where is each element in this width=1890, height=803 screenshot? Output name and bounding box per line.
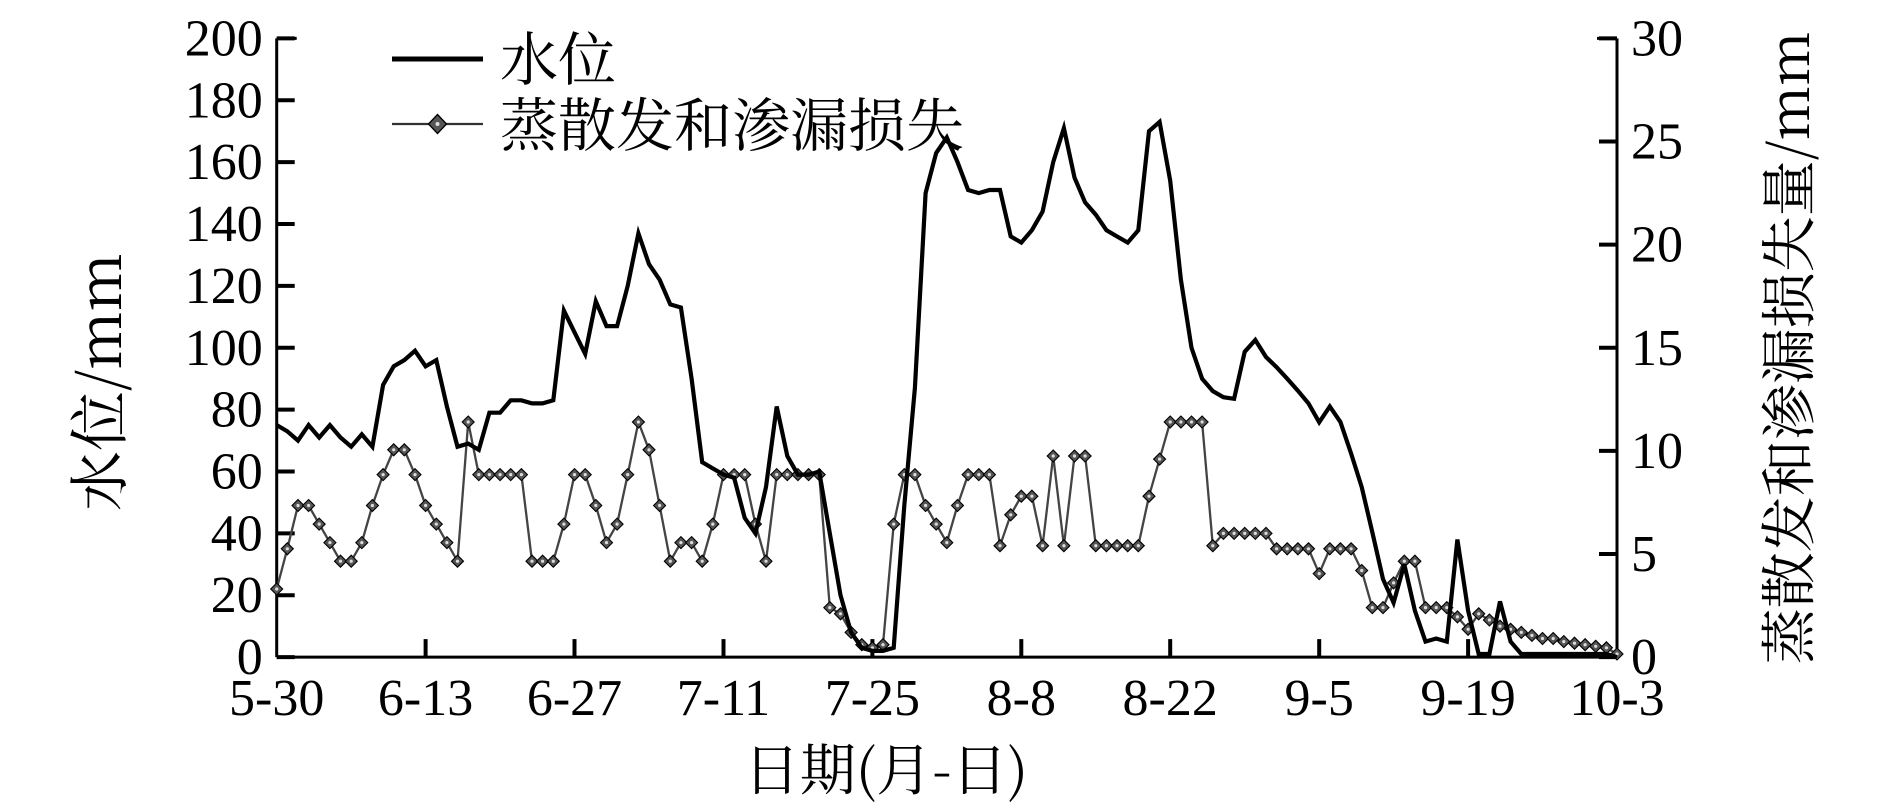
svg-text:水位/mm: 水位/mm [53,253,139,511]
svg-text:60: 60 [211,444,263,501]
svg-text:20: 20 [211,567,263,624]
svg-text:100: 100 [185,320,263,377]
svg-text:8-8: 8-8 [987,670,1056,727]
svg-text:10-3: 10-3 [1569,670,1664,727]
svg-text:8-22: 8-22 [1123,670,1218,727]
svg-text:30: 30 [1631,10,1683,67]
svg-text:蒸散发和渗漏损失: 蒸散发和渗漏损失 [500,79,964,163]
svg-text:蒸散发和渗漏损失量/mm: 蒸散发和渗漏损失量/mm [1746,31,1826,664]
svg-text:9-5: 9-5 [1285,670,1354,727]
svg-text:25: 25 [1631,114,1683,171]
svg-text:200: 200 [185,10,263,67]
svg-text:15: 15 [1631,320,1683,377]
svg-text:180: 180 [185,72,263,129]
svg-text:120: 120 [185,258,263,315]
svg-text:20: 20 [1631,217,1683,274]
svg-text:7-11: 7-11 [677,670,770,727]
svg-text:10: 10 [1631,423,1683,480]
svg-text:40: 40 [211,505,263,562]
svg-text:5-30: 5-30 [229,670,324,727]
svg-text:5: 5 [1631,526,1657,583]
svg-text:6-27: 6-27 [527,670,622,727]
svg-text:160: 160 [185,134,263,191]
svg-text:140: 140 [185,196,263,253]
svg-text:日期(月-日): 日期(月-日) [744,727,1028,803]
svg-text:80: 80 [211,382,263,439]
svg-text:9-19: 9-19 [1420,670,1515,727]
svg-text:7-25: 7-25 [825,670,920,727]
svg-text:6-13: 6-13 [378,670,473,727]
